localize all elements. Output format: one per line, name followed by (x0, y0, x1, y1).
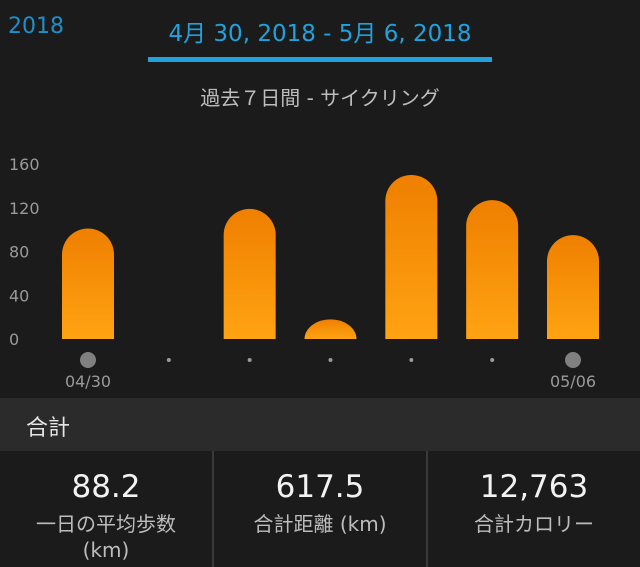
bar-05/05[interactable] (466, 200, 519, 339)
divider (426, 451, 428, 567)
bar-05/02[interactable] (223, 208, 276, 339)
totals-title: 合計 (26, 416, 71, 441)
x-tick-marker (80, 352, 96, 368)
stat-value: 12,763 (479, 469, 589, 505)
totals-stats: 88.2 一日の平均歩数 (km) 617.5 合計距離 (km) 12,763… (0, 451, 640, 567)
totals-header: 合計 (0, 398, 640, 451)
y-tick-label: 160 (9, 155, 40, 174)
y-tick-label: 120 (9, 199, 40, 218)
tab-current-week[interactable]: 4月 30, 2018 - 5月 6, 2018 (168, 21, 472, 47)
stat-label-line1: 一日の平均歩数 (36, 512, 176, 536)
bar-05/06[interactable] (547, 235, 599, 339)
x-tick-dot (409, 358, 414, 362)
stat-label: 一日の平均歩数 (km) (0, 511, 212, 563)
stat-label-line2: (km) (82, 538, 130, 562)
stat-label: 合計距離 (km) (253, 512, 387, 536)
stat-total-calories: 12,763 合計カロリー (428, 451, 640, 567)
y-tick-label: 0 (9, 330, 19, 349)
x-tick-dot (247, 358, 252, 362)
tab-year-2018[interactable]: 2018 (8, 14, 64, 39)
x-tick-marker (565, 352, 581, 368)
y-tick-label: 40 (9, 286, 29, 305)
active-tab-indicator (148, 57, 492, 62)
bars (62, 174, 599, 339)
date-range-tabs: 2018 4月 30, 2018 - 5月 6, 2018 (0, 0, 640, 62)
x-tick-label: 05/06 (550, 372, 596, 391)
divider (212, 451, 214, 567)
bar-05/04[interactable] (385, 174, 438, 339)
bar-04/30[interactable] (62, 228, 114, 339)
stat-label: 合計カロリー (474, 512, 594, 536)
stat-value: 88.2 (71, 469, 141, 505)
stat-value: 617.5 (275, 469, 365, 505)
bar-05/03[interactable] (304, 319, 357, 339)
cycling-distance-chart: 0 40 80 120 160 04/30 05/06 (9, 155, 599, 391)
x-tick-dot (166, 358, 171, 362)
x-tick-dot (328, 358, 333, 362)
y-axis: 0 40 80 120 160 (9, 155, 40, 349)
period-activity-title: 過去７日間 - サイクリング (200, 86, 440, 110)
stat-total-distance: 617.5 合計距離 (km) (214, 451, 426, 567)
x-axis: 04/30 05/06 (65, 352, 596, 391)
x-tick-dot (490, 358, 495, 362)
y-tick-label: 80 (9, 243, 29, 262)
stat-daily-average: 88.2 一日の平均歩数 (km) (0, 451, 212, 567)
x-tick-label: 04/30 (65, 372, 111, 391)
